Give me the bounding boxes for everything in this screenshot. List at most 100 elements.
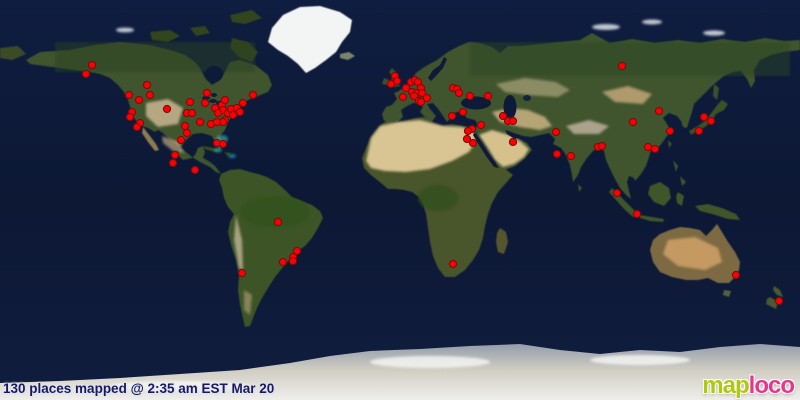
map-marker [134,95,144,105]
map-marker [182,128,192,138]
continent-chukotka-sliver [0,46,26,60]
map-marker [176,135,186,145]
patagonia [244,290,252,315]
map-marker [612,188,622,198]
map-marker [551,127,561,137]
map-marker [401,83,411,93]
map-marker [654,106,664,116]
map-marker [422,93,432,103]
map-marker [288,256,298,266]
map-marker [650,144,660,154]
map-marker [463,126,473,136]
australian-outback [663,237,722,270]
gobi-desert [602,86,652,104]
map-marker [498,111,508,121]
status-text: 130 places mapped @ 2:35 am EST Mar 20 [3,381,275,396]
map-marker [218,139,228,149]
madagascar [496,228,508,254]
map-marker [462,134,472,144]
map-marker [187,108,197,118]
map-marker [465,91,475,101]
map-marker [699,112,709,122]
markers-layer [81,60,784,306]
map-marker [125,112,135,122]
greenland [268,6,352,73]
map-marker [292,246,302,256]
map-marker [162,104,172,114]
map-marker [476,120,486,130]
baja-peninsula [142,127,159,151]
map-marker [398,92,408,102]
map-marker [228,110,238,120]
map-marker [87,60,97,70]
antarctica-snow-highlights [110,355,690,391]
baltic-sea [428,57,447,81]
map-marker [202,88,212,98]
red-sea [473,132,499,168]
map-marker [180,121,190,131]
map-marker [468,138,478,148]
map-marker [235,107,245,117]
map-marker [273,217,283,227]
caspian-sea [503,95,517,119]
amazon-forest [240,196,310,228]
iceland [340,52,355,60]
map-marker [508,137,518,147]
map-marker [190,165,200,175]
tasmania [723,290,731,297]
map-marker [195,117,205,127]
map-marker [132,122,142,132]
map-marker [416,97,426,107]
map-marker [200,98,210,108]
map-marker [508,116,518,126]
map-marker [213,108,223,118]
southeast-asia-islands [578,160,740,222]
boreal-forest-siberia [470,42,790,76]
us-southwest-desert [146,99,183,127]
map-marker [628,117,638,127]
map-marker [706,116,716,126]
map-marker [617,61,627,71]
sahara-desert [366,120,477,172]
map-marker [145,90,155,100]
andes [234,215,243,270]
map-marker [142,80,152,90]
map-marker [185,97,195,107]
congo-forest [418,185,458,211]
map-marker [552,149,562,159]
map-marker [168,158,178,168]
aral-sea [523,95,531,101]
map-marker [458,107,468,117]
map-marker [386,79,396,89]
map-marker [447,111,457,121]
map-marker [566,151,576,161]
map-marker [278,257,288,267]
kazakh-steppe [496,78,570,97]
map-marker [220,95,230,105]
tibetan-plateau [566,120,609,134]
map-marker [212,117,222,127]
maploco-logo-map: map [702,372,749,399]
hudson-bay [205,66,223,82]
maploco-logo-loco: loco [748,372,795,399]
map-marker [731,270,741,280]
map-marker [170,150,180,160]
persian-gulf [505,130,520,139]
map-marker [238,98,248,108]
maploco-logo[interactable]: maploco [702,372,795,399]
map-marker [409,91,419,101]
map-marker [694,126,704,136]
new-zealand [766,286,783,309]
map-marker [632,209,642,219]
map-marker [237,268,247,278]
map-marker [665,126,675,136]
map-marker [597,141,607,151]
map-marker [124,90,134,100]
boreal-forest-na [55,42,255,72]
map-marker [774,296,784,306]
map-marker [643,142,653,152]
map-marker [81,69,91,79]
map-marker [454,88,464,98]
map-marker [483,91,493,101]
